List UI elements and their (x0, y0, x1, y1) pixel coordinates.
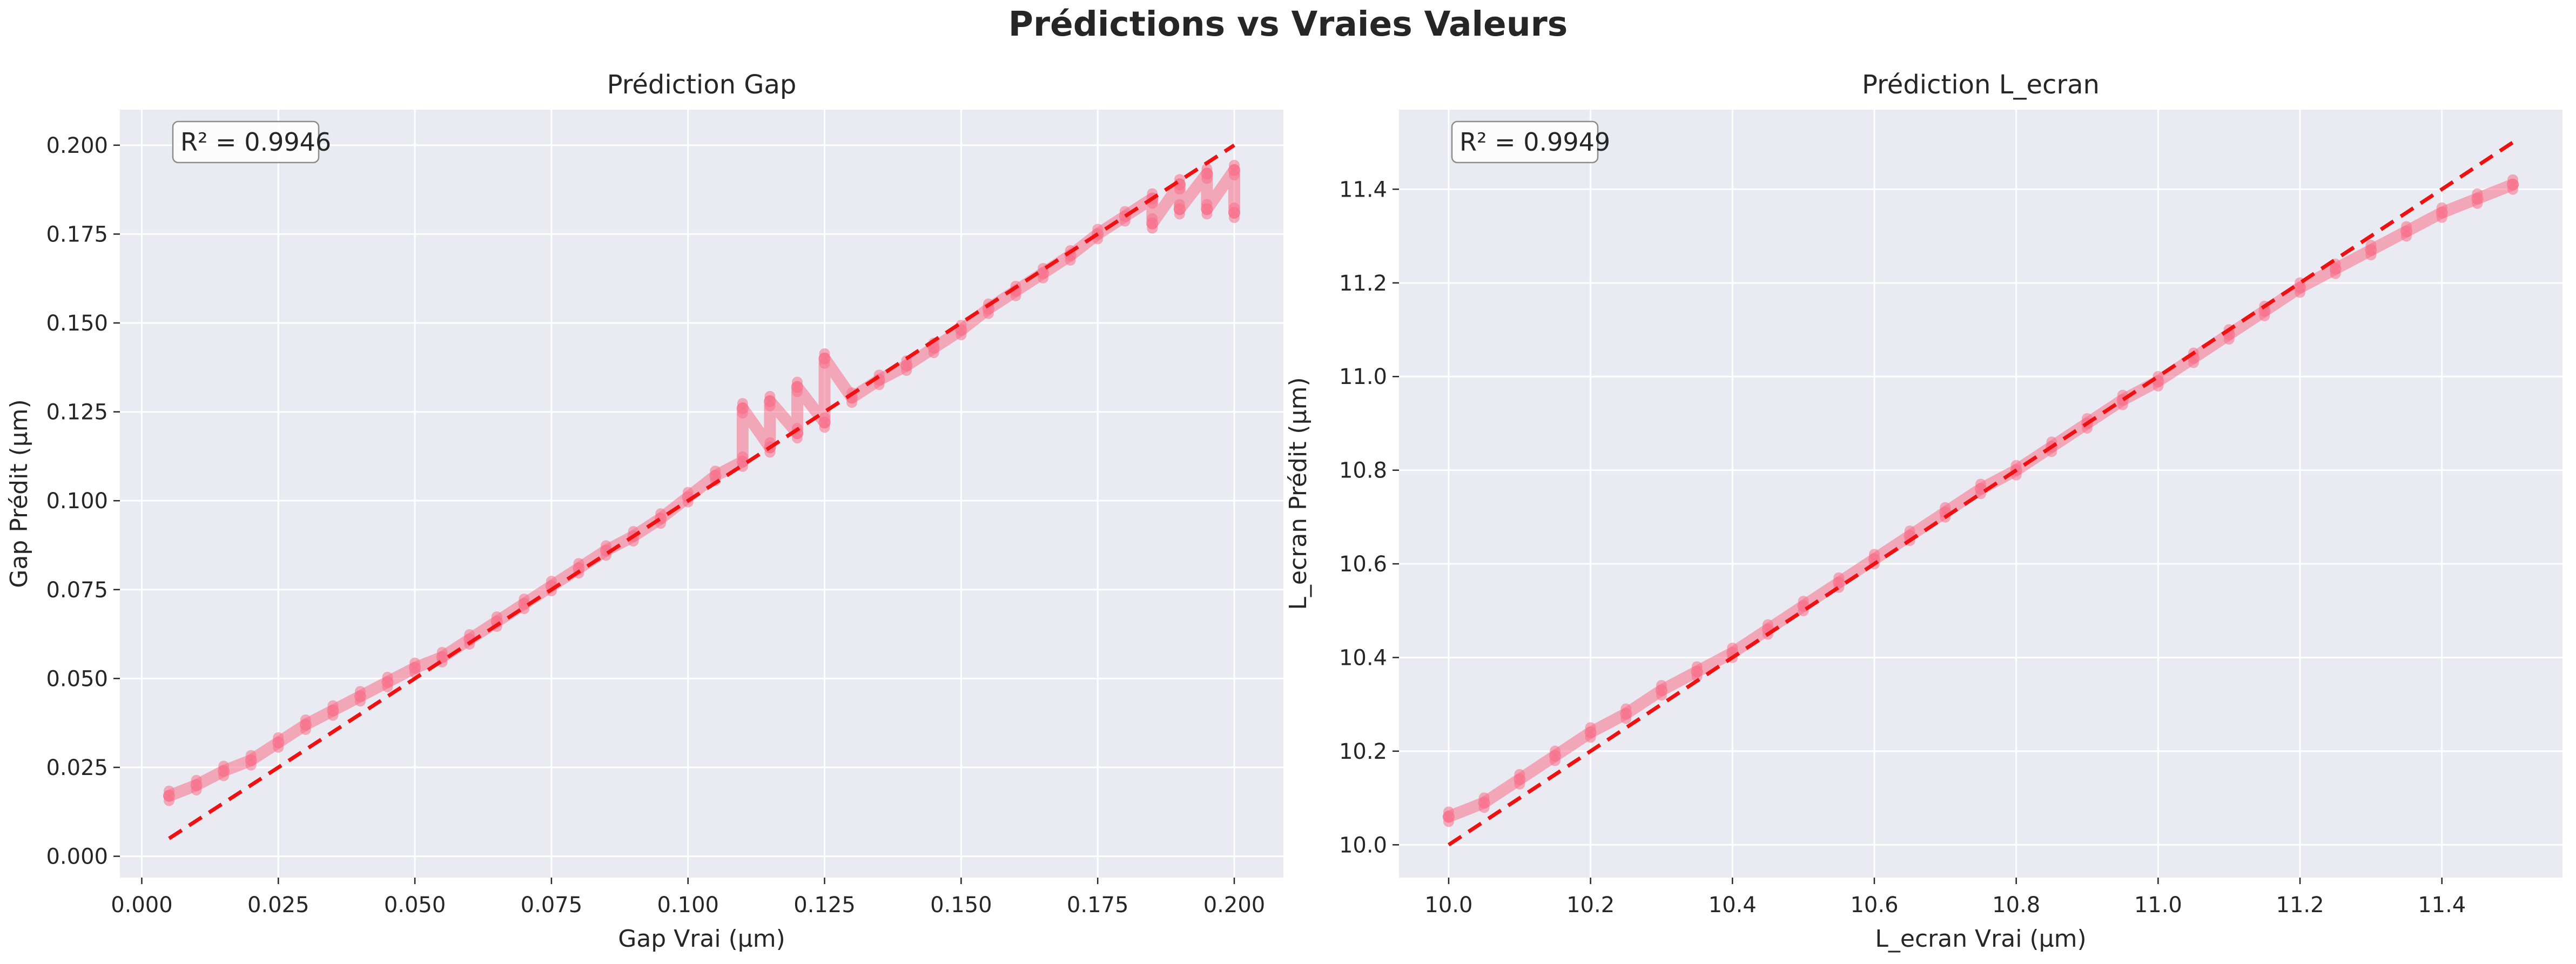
gap-y-tick-label: 0.200 (46, 133, 108, 158)
lecran-y-tick-label: 10.8 (1339, 459, 1387, 483)
gap-x-tick-label: 0.000 (111, 893, 173, 918)
lecran-panel: 10.0 10.2 10.4 10.6 10.8 11.0 11.2 11.4 10.0 10.2… (1284, 70, 2562, 953)
lecran-x-tick-label: 10.8 (1992, 893, 2040, 918)
gap-x-tick-label: 0.075 (521, 893, 583, 918)
gap-y-tick-label: 0.025 (46, 756, 108, 780)
lecran-y-tick-label: 10.0 (1339, 833, 1387, 858)
gap-x-tick-label: 0.175 (1067, 893, 1129, 918)
gap-y-tick-label: 0.100 (46, 489, 108, 514)
gap-y-axis-label: Gap Prédit (µm) (5, 399, 33, 588)
gap-y-tick-label: 0.000 (46, 845, 108, 869)
lecran-title: Prédiction L_ecran (1862, 70, 2100, 100)
gap-y-tick-label: 0.150 (46, 311, 108, 336)
lecran-r2-box (1451, 120, 1599, 164)
lecran-x-tick-label: 10.2 (1566, 893, 1615, 918)
lecran-r2-annotation: R² = 0.9949 (1451, 120, 1610, 164)
lecran-y-tick-label: 11.2 (1339, 271, 1387, 296)
lecran-y-tick-label: 10.4 (1339, 645, 1387, 670)
lecran-points-band (1442, 178, 2519, 823)
gap-r2-text: R² = 0.9946 (180, 127, 331, 157)
figure-title: Prédictions vs Vraies Valeurs (1008, 4, 1568, 44)
gap-ideal-line (168, 143, 1235, 840)
gap-x-tick-label: 0.150 (930, 893, 992, 918)
lecran-x-tick-label: 10.0 (1424, 893, 1472, 918)
gap-title: Prédiction Gap (607, 70, 797, 100)
gap-y-tick-label: 0.175 (46, 222, 108, 247)
lecran-x-tick-label: 11.0 (2134, 893, 2182, 918)
lecran-r2-text: R² = 0.9949 (1459, 127, 1610, 157)
lecran-y-tick-label: 10.2 (1339, 739, 1387, 764)
gap-y-tick-label: 0.075 (46, 578, 108, 603)
gap-r2-annotation: R² = 0.9946 (172, 120, 331, 164)
gap-x-tick-label: 0.100 (657, 893, 719, 918)
gap-x-tick-label: 0.050 (384, 893, 446, 918)
lecran-y-axis-label: L_ecran Prédit (µm) (1284, 377, 1312, 610)
gap-panel: 0.000 0.025 0.050 0.075 0.100 0.125 0.150 0.175… (5, 70, 1283, 953)
lecran-y-tick-label: 10.6 (1339, 552, 1387, 577)
gap-x-tick-label: 0.200 (1203, 893, 1266, 918)
lecran-x-axis-label: L_ecran Vrai (µm) (1875, 925, 2086, 953)
gap-x-tick-label: 0.025 (247, 893, 310, 918)
lecran-x-tick-label: 10.6 (1850, 893, 1898, 918)
lecran-y-tick-label: 11.0 (1339, 365, 1387, 389)
gap-y-tick-label: 0.125 (46, 400, 108, 425)
lecran-x-tick-label: 11.4 (2418, 893, 2466, 918)
lecran-x-tick-label: 11.2 (2276, 893, 2324, 918)
gap-y-tick-label: 0.050 (46, 666, 108, 691)
gap-r2-box (172, 120, 320, 164)
gap-x-tick-label: 0.125 (793, 893, 856, 918)
gap-x-axis-label: Gap Vrai (µm) (618, 925, 785, 953)
lecran-x-tick-label: 10.4 (1709, 893, 1757, 918)
lecran-y-tick-label: 11.4 (1339, 177, 1387, 202)
